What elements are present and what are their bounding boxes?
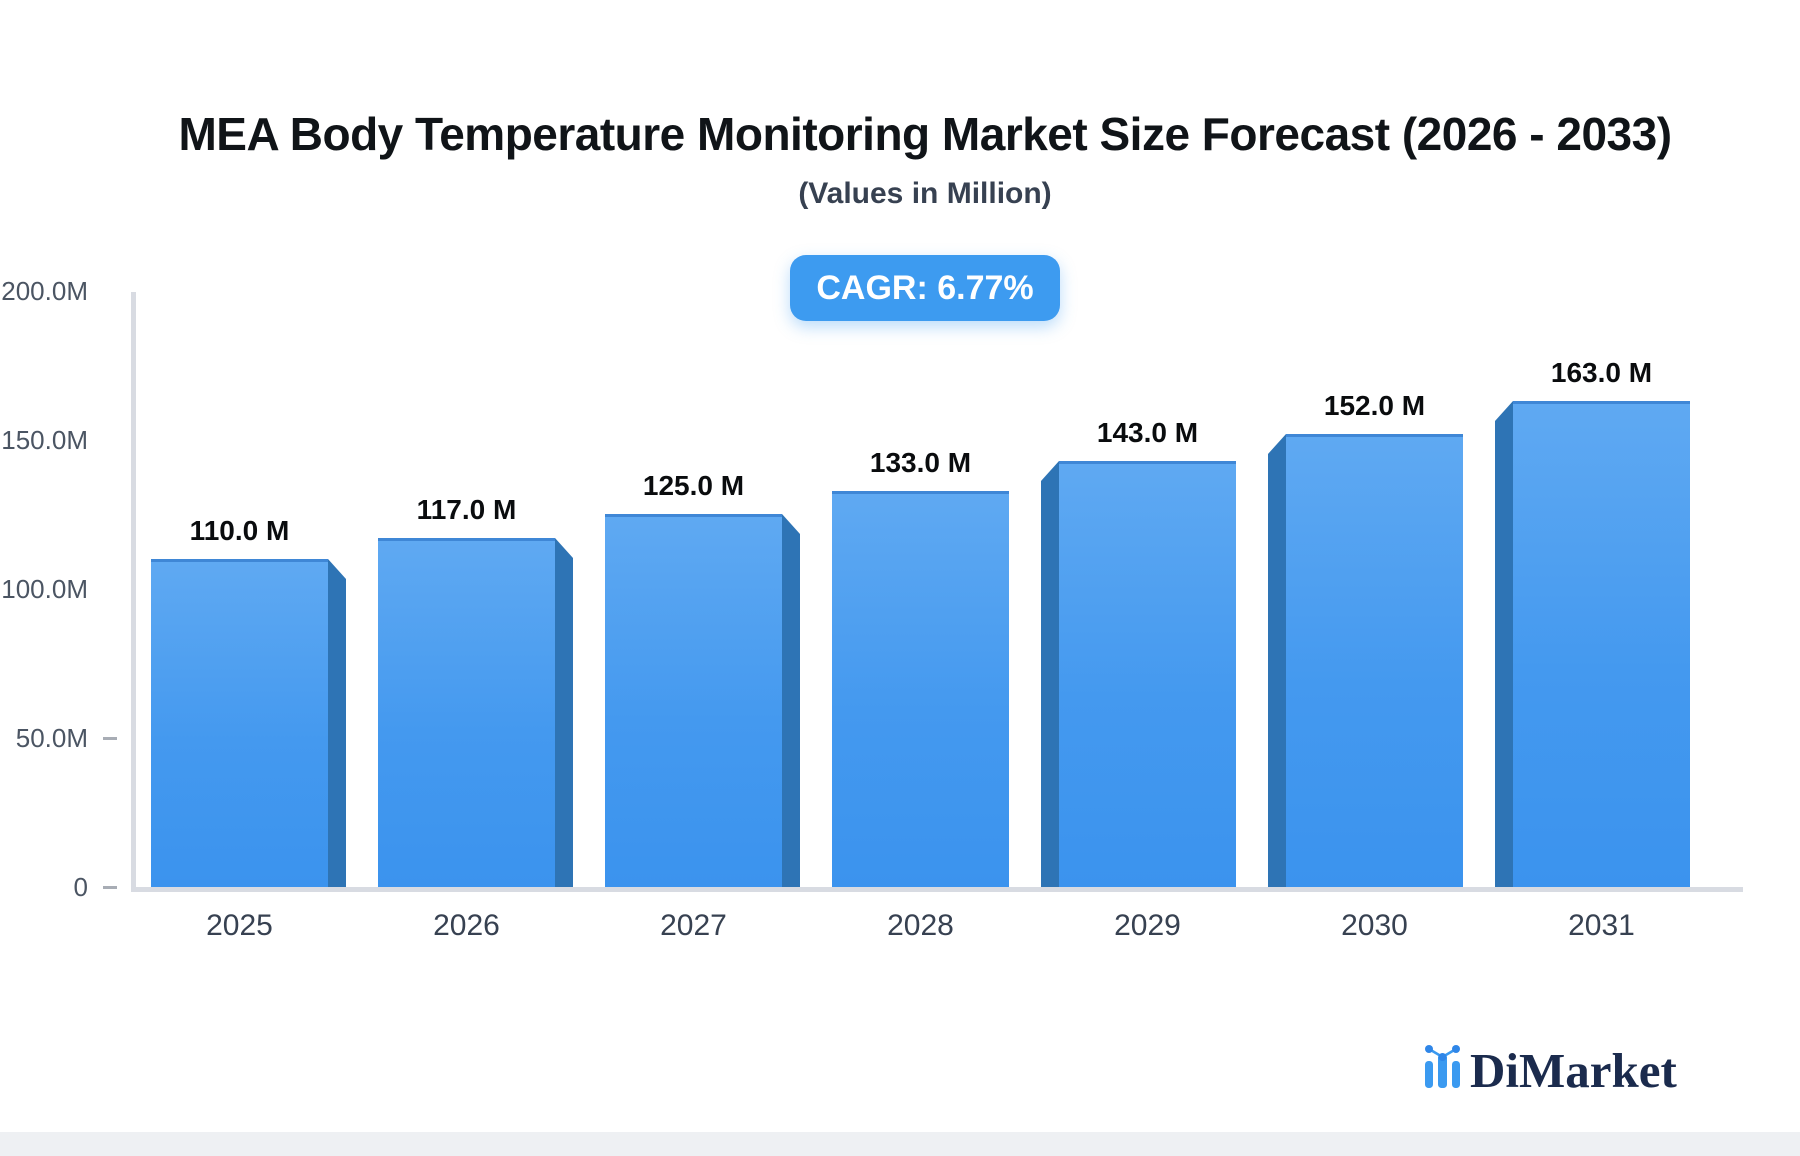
bar-2027[interactable] (605, 514, 782, 887)
chart-subtitle: (Values in Million) (798, 177, 1052, 210)
bar-3d-side-2025 (328, 559, 346, 887)
bar-2029[interactable] (1059, 461, 1236, 887)
y-axis-tick-mark (103, 737, 117, 740)
bar-value-label-2028: 133.0 M (869, 447, 972, 478)
y-axis-tick-label: 0 (73, 872, 88, 902)
brand-logo: DiMarket (1423, 1040, 1677, 1098)
x-axis-label-2030: 2030 (1341, 909, 1408, 942)
y-axis-tick-label: 150.0M (1, 425, 88, 455)
bar-value-label-2031: 163.0 M (1550, 357, 1653, 388)
x-axis-label-2031: 2031 (1568, 909, 1635, 942)
y-axis-tick-label: 100.0M (1, 574, 88, 604)
bar-2031[interactable] (1513, 401, 1690, 887)
bar-3d-side-2027 (782, 514, 800, 887)
bar-2028[interactable] (832, 491, 1009, 887)
page-bottom-strip (0, 1132, 1800, 1156)
bar-2030[interactable] (1286, 434, 1463, 887)
bar-3d-side-2030 (1268, 434, 1286, 887)
chart-title: MEA Body Temperature Monitoring Market S… (178, 108, 1672, 160)
bar-value-label-2029: 143.0 M (1096, 417, 1199, 448)
x-axis-label-2029: 2029 (1114, 909, 1181, 942)
bar-value-label-2027: 125.0 M (642, 470, 745, 501)
y-axis-line (131, 292, 136, 892)
bar-3d-side-2026 (555, 538, 573, 887)
bar-value-label-2030: 152.0 M (1323, 390, 1426, 421)
y-axis-tick-label: 50.0M (15, 723, 88, 753)
bar-2026[interactable] (378, 538, 555, 887)
bar-chart-trend-icon (1425, 1045, 1460, 1088)
cagr-badge-label: CAGR: 6.77% (816, 268, 1034, 307)
x-axis-label-2026: 2026 (433, 909, 500, 942)
brand-logo-text: DiMarket (1470, 1043, 1677, 1098)
x-axis-baseline (131, 887, 1743, 892)
bar-3d-side-2029 (1041, 461, 1059, 887)
y-axis-tick-mark (103, 886, 117, 889)
bar-3d-side-2031 (1495, 401, 1513, 887)
x-axis-label-2028: 2028 (887, 909, 954, 942)
bar-value-label-2026: 117.0 M (416, 494, 517, 525)
cagr-badge: CAGR: 6.77% (790, 255, 1060, 321)
x-axis-label-2025: 2025 (206, 909, 273, 942)
bar-value-label-2025: 110.0 M (189, 515, 290, 546)
x-axis-label-2027: 2027 (660, 909, 727, 942)
y-axis-tick-label: 200.0M (1, 276, 88, 306)
bar-2025[interactable] (151, 559, 328, 887)
